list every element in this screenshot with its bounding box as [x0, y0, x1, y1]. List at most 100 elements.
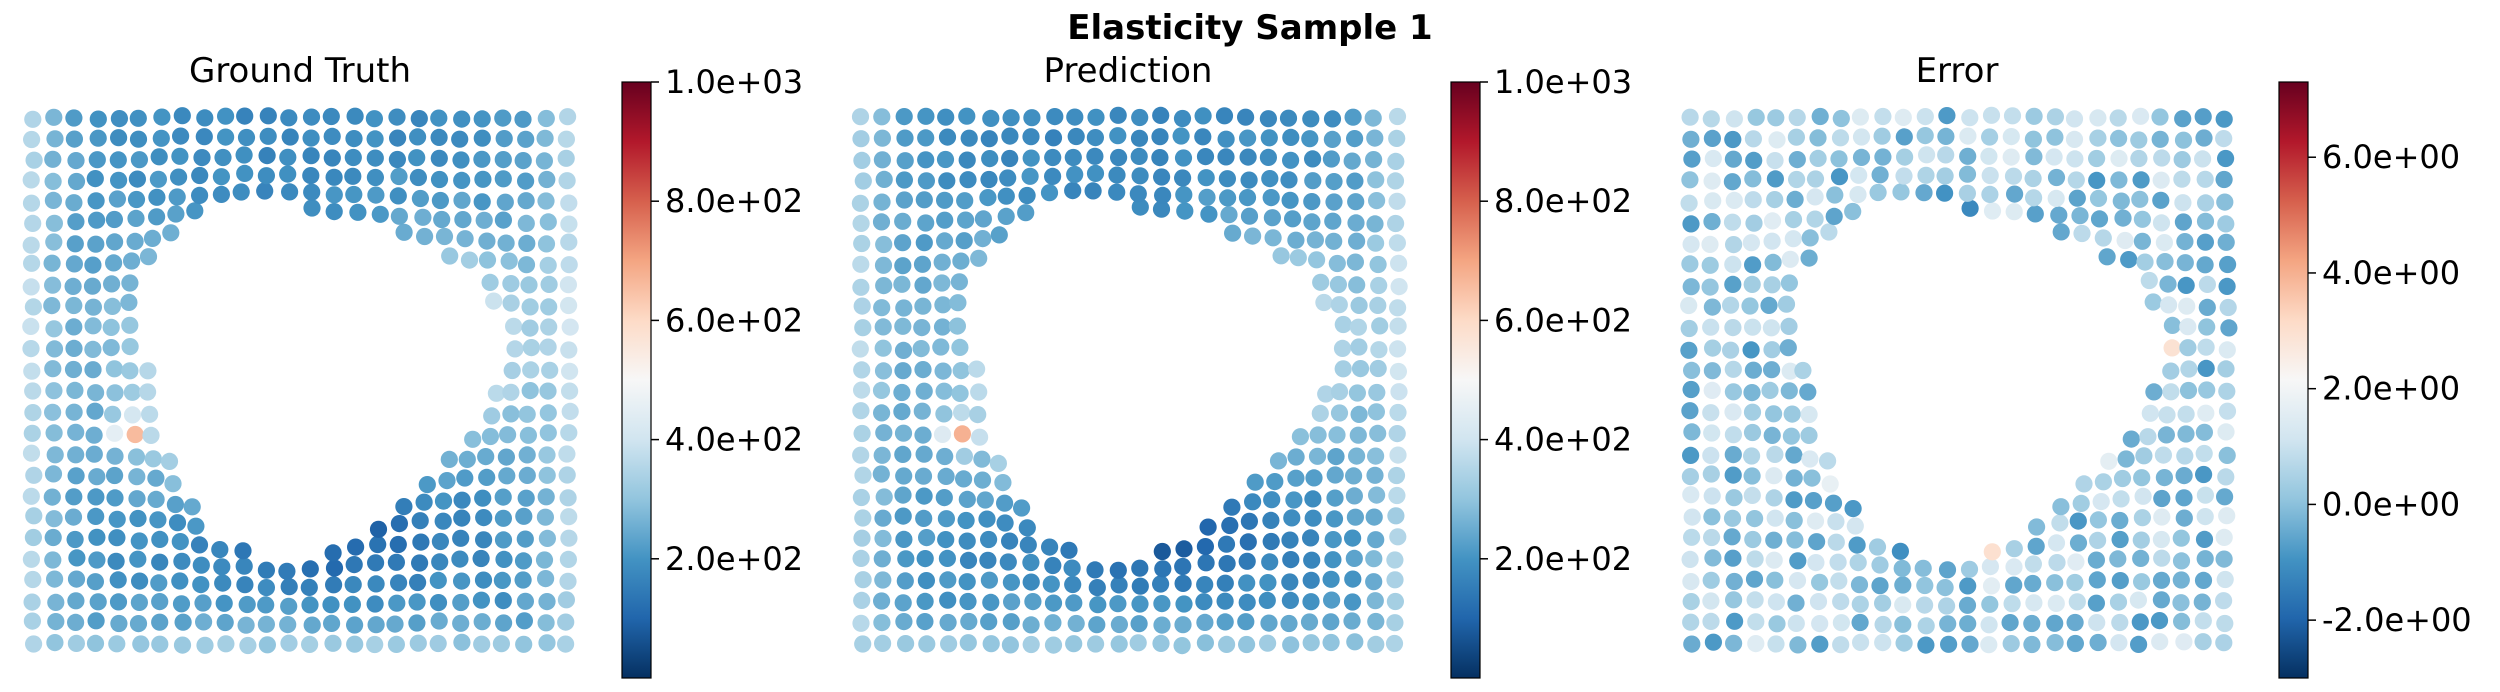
scatter-point — [955, 470, 973, 488]
scatter-point — [429, 594, 448, 612]
scatter-point — [46, 634, 64, 652]
scatter-point — [1263, 491, 1281, 509]
scatter-point — [1832, 593, 1850, 611]
scatter-point — [1763, 212, 1782, 230]
scatter-point — [1221, 516, 1239, 535]
scatter-point — [894, 445, 912, 463]
scatter-point — [1785, 511, 1803, 530]
scatter-point — [994, 474, 1012, 492]
scatter-point — [2215, 592, 2233, 610]
scatter-point — [958, 573, 976, 591]
scatter-point — [1311, 404, 1329, 422]
scatter-point — [123, 383, 141, 401]
scatter-point — [560, 233, 578, 251]
scatter-point — [280, 578, 298, 596]
scatter-point — [1217, 148, 1235, 166]
scatter-point — [953, 425, 972, 443]
scatter-point — [1873, 127, 1891, 145]
scatter-point — [1269, 452, 1288, 470]
scatter-point — [2027, 537, 2045, 555]
scatter-point — [106, 424, 124, 442]
scatter-point — [2068, 189, 2086, 207]
scatter-point — [1682, 130, 1700, 148]
scatter-point — [1110, 148, 1128, 167]
scatter-point — [1852, 633, 1870, 652]
scatter-point — [2194, 612, 2212, 630]
scatter-point — [2153, 549, 2171, 567]
scatter-point — [2154, 446, 2172, 464]
scatter-point — [917, 129, 935, 147]
scatter-point — [1194, 128, 1212, 146]
scatter-point — [1017, 204, 1035, 222]
scatter-point — [1981, 558, 1999, 576]
scatter-point — [934, 362, 952, 380]
scatter-point — [952, 362, 970, 380]
scatter-point — [171, 572, 189, 590]
scatter-point — [388, 594, 406, 612]
scatter-point — [538, 170, 556, 189]
scatter-point — [2197, 404, 2215, 422]
scatter-point — [325, 168, 343, 186]
scatter-point — [1389, 446, 1407, 464]
scatter-point — [453, 110, 471, 128]
scatter-point — [1916, 576, 1934, 595]
scatter-point — [982, 593, 1000, 612]
scatter-point — [2089, 189, 2108, 207]
scatter-point — [502, 405, 520, 423]
scatter-point — [106, 447, 124, 465]
scatter-point — [517, 256, 536, 274]
scatter-point — [1280, 171, 1298, 189]
scatter-point — [1238, 635, 1256, 654]
scatter-point — [2175, 509, 2193, 527]
scatter-point — [1174, 616, 1192, 634]
scatter-point — [109, 151, 127, 169]
scatter-point — [2194, 571, 2213, 590]
scatter-point — [538, 466, 556, 484]
scatter-point — [88, 528, 106, 546]
scatter-point — [955, 447, 974, 465]
scatter-point — [894, 507, 912, 525]
scatter-point — [301, 560, 319, 578]
scatter-point — [1703, 129, 1721, 147]
scatter-point — [433, 210, 451, 229]
scatter-point — [1262, 189, 1280, 207]
scatter-point — [875, 488, 893, 506]
scatter-point — [1291, 428, 1309, 446]
scatter-point — [418, 476, 436, 494]
colorbar-tick-label: 8.0e+02 — [1494, 182, 1632, 220]
scatter-point — [2132, 107, 2150, 125]
scatter-point — [1871, 166, 1889, 184]
scatter-point — [86, 634, 105, 653]
scatter-point — [1389, 317, 1407, 335]
scatter-point — [560, 341, 578, 359]
scatter-point — [121, 316, 139, 334]
scatter-point — [343, 595, 361, 614]
scatter-point — [852, 488, 871, 507]
scatter-point — [2005, 203, 2023, 221]
scatter-point — [2216, 570, 2234, 589]
scatter-point — [918, 529, 936, 547]
scatter-point — [2218, 382, 2236, 400]
scatter-point — [1109, 595, 1127, 613]
scatter-point — [87, 488, 105, 506]
scatter-point — [1914, 559, 1932, 577]
scatter-point — [978, 510, 996, 528]
scatter-point — [257, 579, 275, 597]
scatter-point — [1726, 612, 1744, 630]
scatter-point — [1725, 110, 1743, 128]
scatter-point — [151, 553, 169, 571]
scatter-point — [933, 425, 952, 443]
scatter-point — [451, 550, 469, 568]
scatter-point — [151, 613, 169, 631]
scatter-point — [1682, 446, 1700, 464]
scatter-point — [1722, 296, 1740, 314]
scatter-point — [2197, 194, 2215, 212]
scatter-point — [1725, 489, 1743, 507]
scatter-point — [22, 236, 40, 254]
scatter-point — [168, 188, 186, 206]
scatter-point — [67, 446, 85, 464]
scatter-point — [493, 571, 511, 590]
scatter-point — [2116, 231, 2134, 250]
scatter-point — [65, 109, 83, 127]
scatter-point — [22, 487, 40, 505]
